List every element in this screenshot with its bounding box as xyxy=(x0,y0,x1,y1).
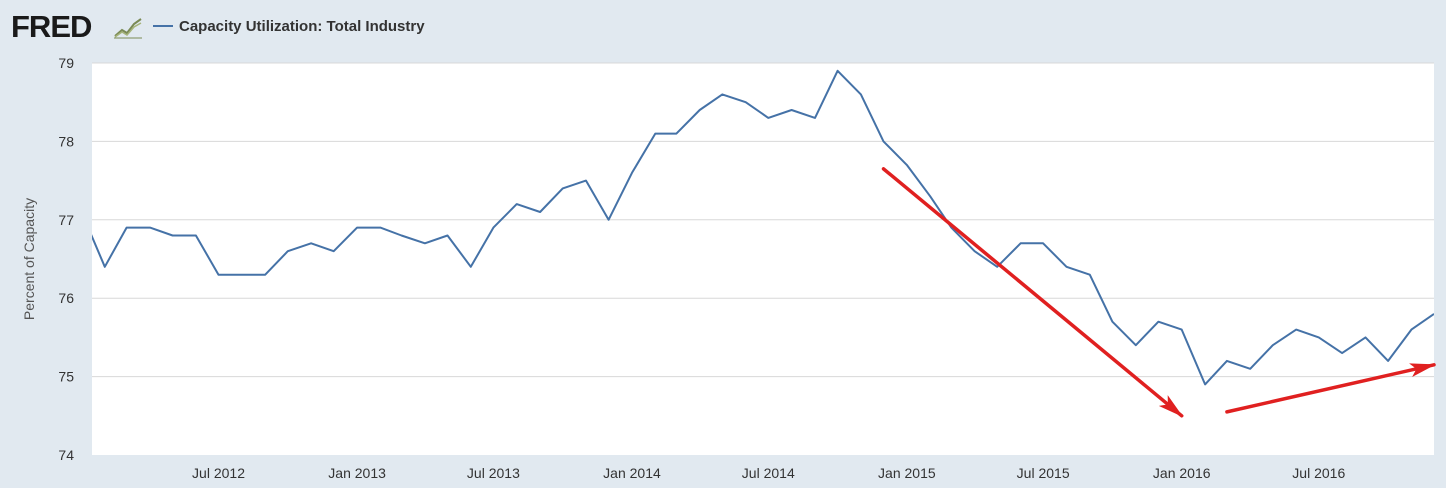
x-tick-label: Jul 2012 xyxy=(192,465,245,481)
series-layer xyxy=(82,69,1435,386)
y-axis-title: Percent of Capacity xyxy=(21,198,37,320)
legend-label: Capacity Utilization: Total Industry xyxy=(179,17,425,35)
legend-swatch xyxy=(153,25,173,27)
annotation-arrow xyxy=(881,167,1184,418)
grid-lines xyxy=(92,62,1434,378)
chart-legend[interactable]: Capacity Utilization: Total Industry xyxy=(153,16,425,36)
x-tick-label: Jul 2016 xyxy=(1292,465,1345,481)
x-tick-label: Jan 2015 xyxy=(878,465,936,481)
x-tick-label: Jan 2016 xyxy=(1153,465,1211,481)
y-tick-label: 77 xyxy=(58,212,74,228)
annotation-arrow xyxy=(1225,363,1436,414)
chart-header: FRED Capacity Utilization: Total Industr… xyxy=(0,0,1446,54)
y-tick-label: 76 xyxy=(58,290,74,306)
plot-area xyxy=(92,63,1434,455)
y-tick-label: 78 xyxy=(58,133,74,149)
y-tick-label: 74 xyxy=(58,447,74,463)
x-tick-label: Jul 2014 xyxy=(742,465,795,481)
y-axis-ticks: 74 75 76 77 78 79 xyxy=(58,55,74,463)
x-tick-label: Jul 2015 xyxy=(1017,465,1070,481)
y-tick-label: 75 xyxy=(58,369,74,385)
series-line[interactable] xyxy=(82,69,1435,386)
line-chart-icon xyxy=(114,15,142,39)
x-tick-label: Jan 2014 xyxy=(603,465,661,481)
y-tick-label: 79 xyxy=(58,55,74,71)
x-tick-label: Jan 2013 xyxy=(328,465,386,481)
annotation-layer xyxy=(881,167,1436,418)
fred-logo[interactable]: FRED xyxy=(11,9,92,44)
x-tick-label: Jul 2013 xyxy=(467,465,520,481)
x-axis-ticks: Jul 2012 Jan 2013 Jul 2013 Jan 2014 Jul 2014… xyxy=(192,465,1345,481)
